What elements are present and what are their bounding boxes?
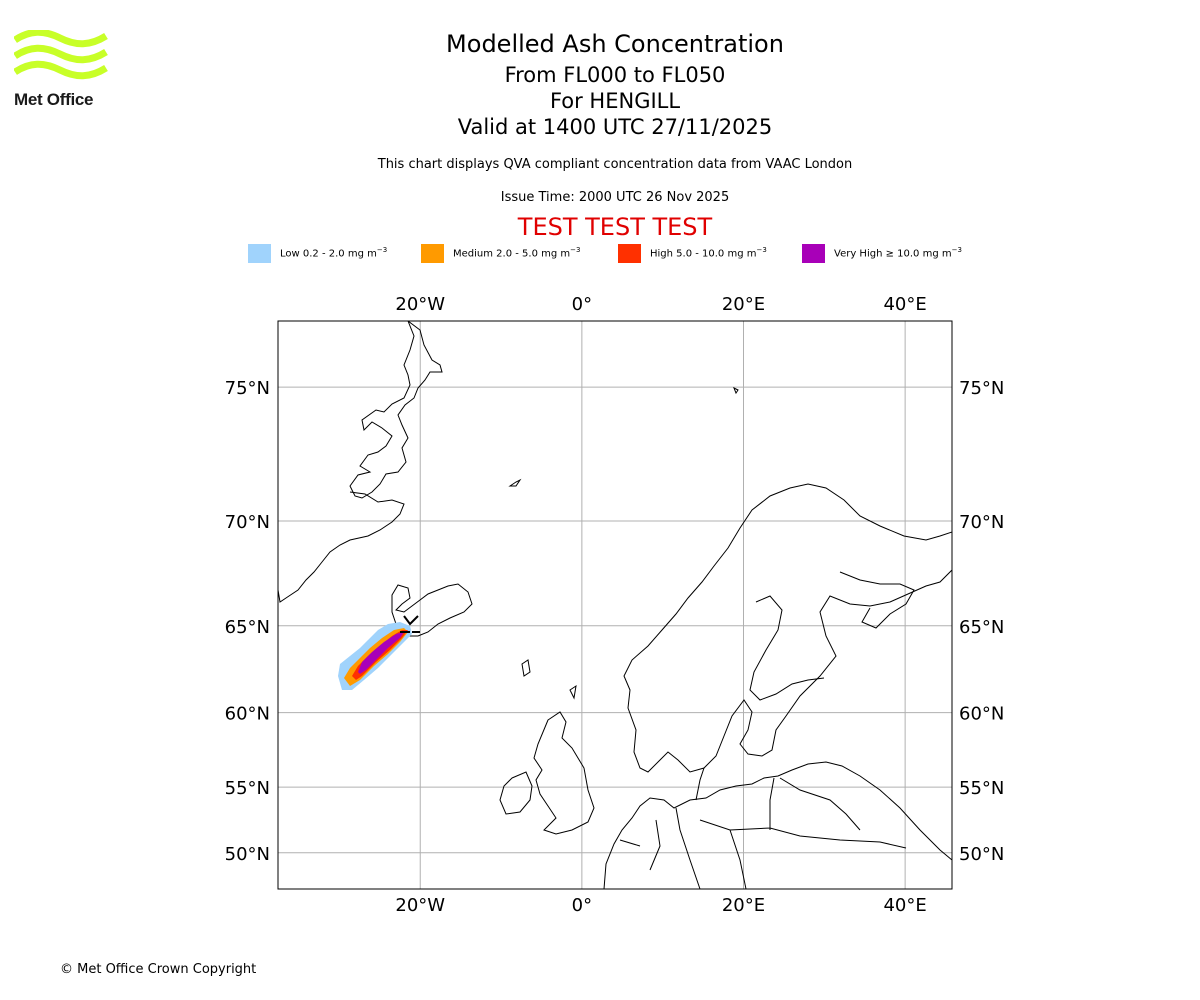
- lon-tick-label: 20°W: [395, 895, 445, 916]
- lat-tick-label: 55°N: [959, 778, 1004, 799]
- lat-tick-label: 70°N: [959, 512, 1004, 533]
- lat-tick-label: 75°N: [225, 378, 270, 399]
- issue-time: Issue Time: 2000 UTC 26 Nov 2025: [500, 190, 730, 205]
- lat-tick-label: 70°N: [225, 512, 270, 533]
- met-office-wave-logo: [13, 28, 108, 80]
- met-office-logo: Met Office: [13, 28, 110, 112]
- lon-tick-label: 20°W: [395, 294, 445, 315]
- coastline-shetland: [569, 684, 577, 700]
- flight-levels: From FL000 to FL050: [504, 63, 726, 87]
- ash-plume: [338, 622, 412, 690]
- lon-tick-label: 0°: [572, 294, 592, 315]
- lat-tick-label: 60°N: [225, 704, 270, 725]
- coastlines: [278, 321, 952, 889]
- borders: [619, 767, 907, 889]
- lat-tick-label: 60°N: [959, 704, 1004, 725]
- legend-label-very-high: Very High ≥ 10.0 mg m: [834, 248, 952, 260]
- lat-tick-label: 75°N: [959, 378, 1004, 399]
- coastline-great-britain: [533, 711, 595, 835]
- lon-tick-label: 20°E: [722, 895, 765, 916]
- legend-swatch-low: [248, 244, 271, 263]
- test-banner: TEST TEST TEST: [517, 213, 713, 241]
- compliance-note: This chart displays QVA compliant concen…: [377, 157, 853, 172]
- lat-tick-label: 65°N: [959, 617, 1004, 638]
- coastline-gulf-of-bothnia: [749, 595, 825, 701]
- coastline-white-sea: [839, 571, 915, 629]
- graticule: [278, 321, 952, 889]
- volcano-name: For HENGILL: [549, 89, 681, 113]
- chart-title: Modelled Ash Concentration: [446, 30, 784, 58]
- map-frame: [277, 320, 953, 890]
- coastline-ireland: [499, 771, 533, 815]
- lon-tick-label: 0°: [572, 895, 592, 916]
- lon-tick-label: 40°E: [883, 895, 926, 916]
- legend-label-high: High 5.0 - 10.0 mg m: [650, 248, 757, 260]
- coastline-jan-mayen: [508, 478, 522, 487]
- coastline-bear-island: [733, 386, 739, 395]
- valid-time: Valid at 1400 UTC 27/11/2025: [457, 115, 773, 139]
- logo-text: Met Office: [14, 90, 94, 109]
- lon-tick-label: 20°E: [722, 294, 765, 315]
- copyright: © Met Office Crown Copyright: [60, 962, 257, 977]
- lon-tick-label: 40°E: [883, 294, 926, 315]
- coastline-greenland: [278, 321, 443, 603]
- volcano-marker: [400, 615, 420, 633]
- lat-tick-label: 55°N: [225, 778, 270, 799]
- lat-tick-label: 50°N: [959, 844, 1004, 865]
- axis-labels: 20°W 20°W 0° 0° 20°E 20°E 40°E 40°E 75°N 75°N 70°N…: [225, 294, 1005, 916]
- legend-swatch-medium: [421, 244, 444, 263]
- lat-tick-label: 50°N: [225, 844, 270, 865]
- coastline-continent: [603, 761, 952, 889]
- legend-label-low: Low 0.2 - 2.0 mg m: [280, 248, 377, 260]
- plume-very-high: [358, 632, 404, 674]
- legend-swatch-high: [618, 244, 641, 263]
- legend-swatch-very-high: [802, 244, 825, 263]
- lat-tick-label: 65°N: [225, 617, 270, 638]
- coastline-faroe: [521, 659, 531, 677]
- legend-label-medium: Medium 2.0 - 5.0 mg m: [453, 248, 571, 260]
- coastline-scandinavia: [623, 483, 952, 773]
